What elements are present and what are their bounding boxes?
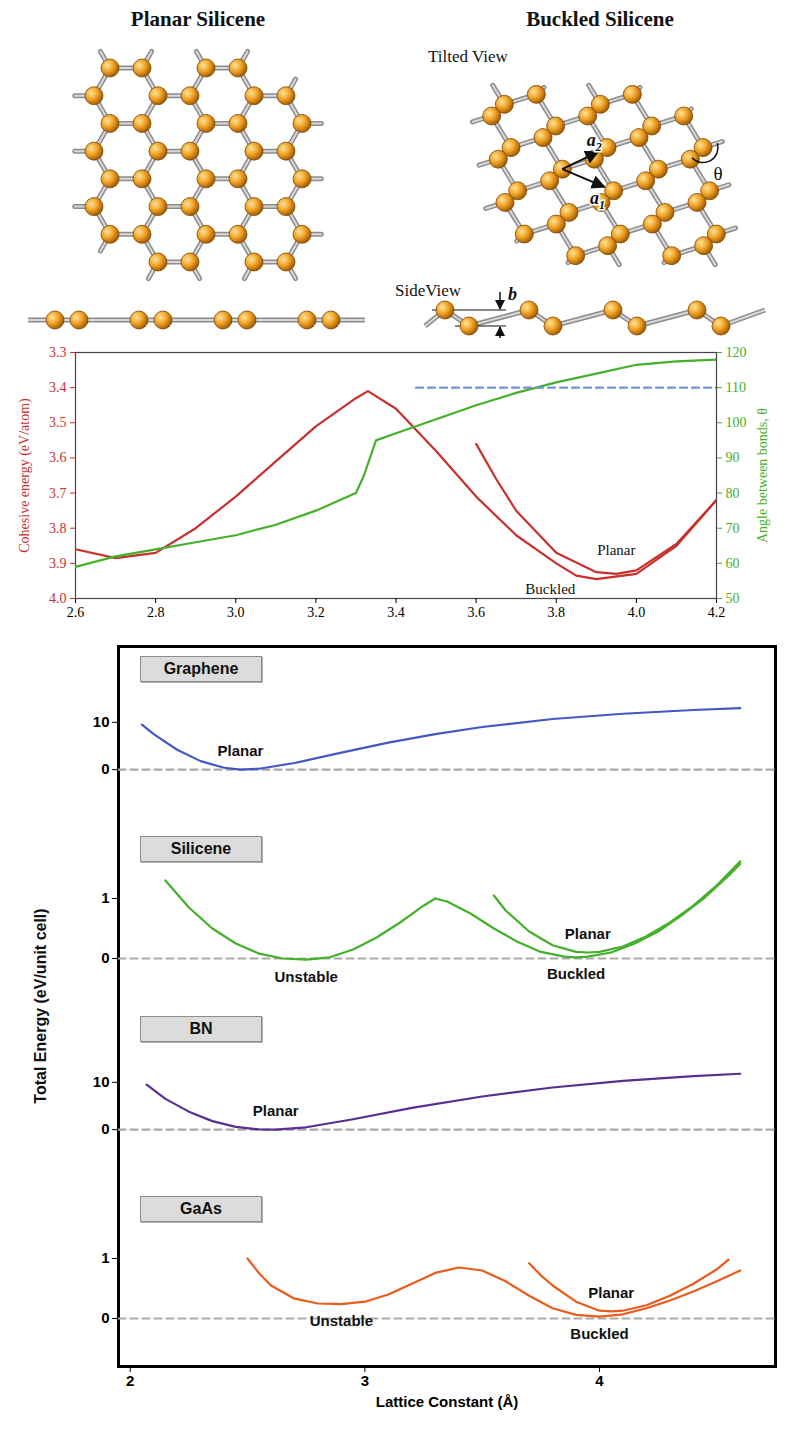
svg-text:1: 1	[101, 1249, 109, 1266]
svg-text:3.5: 3.5	[49, 415, 67, 430]
svg-text:b: b	[508, 284, 517, 304]
svg-text:Buckled: Buckled	[547, 965, 605, 982]
svg-text:Lattice Constant (Å): Lattice Constant (Å)	[376, 1393, 519, 1410]
svg-text:110: 110	[726, 380, 746, 395]
svg-text:80: 80	[726, 486, 740, 501]
svg-text:Angle between bonds, θ: Angle between bonds, θ	[755, 408, 770, 543]
svg-text:10: 10	[93, 713, 110, 730]
svg-text:0: 0	[101, 760, 109, 777]
svg-text:Unstable: Unstable	[310, 1312, 373, 1329]
svg-text:2: 2	[126, 1372, 134, 1389]
svg-text:Buckled Silicene: Buckled Silicene	[526, 7, 674, 31]
svg-text:Planar: Planar	[597, 542, 635, 558]
svg-text:Cohesive energy (eV/atom): Cohesive energy (eV/atom)	[17, 398, 33, 553]
svg-text:Buckled: Buckled	[570, 1325, 628, 1342]
svg-text:90: 90	[726, 450, 740, 465]
svg-text:120: 120	[726, 345, 747, 360]
svg-text:3.8: 3.8	[548, 605, 566, 620]
svg-text:Planar: Planar	[565, 925, 611, 942]
svg-text:3.4: 3.4	[387, 605, 405, 620]
svg-text:Planar: Planar	[588, 1284, 634, 1301]
svg-text:Tilted View: Tilted View	[428, 47, 508, 66]
svg-text:10: 10	[93, 1073, 110, 1090]
svg-text:θ: θ	[713, 163, 722, 184]
html-text:GaAs: GaAs	[180, 1200, 222, 1217]
svg-text:3.7: 3.7	[49, 486, 67, 501]
svg-text:0: 0	[101, 949, 109, 966]
svg-text:100: 100	[726, 415, 747, 430]
svg-text:60: 60	[726, 556, 740, 571]
svg-text:Planar Silicene: Planar Silicene	[131, 7, 265, 31]
svg-text:50: 50	[726, 591, 740, 606]
svg-text:3.0: 3.0	[227, 605, 245, 620]
svg-text:3: 3	[361, 1372, 369, 1389]
svg-text:3.3: 3.3	[49, 345, 67, 360]
svg-text:4: 4	[595, 1372, 604, 1389]
svg-text:3.2: 3.2	[307, 605, 325, 620]
svg-text:Unstable: Unstable	[275, 968, 338, 985]
svg-text:70: 70	[726, 521, 740, 536]
svg-text:Total Energy (eV/unit cell): Total Energy (eV/unit cell)	[32, 908, 49, 1103]
svg-text:1: 1	[101, 889, 109, 906]
svg-text:4.2: 4.2	[708, 605, 726, 620]
html-text:Silicene: Silicene	[170, 840, 232, 857]
svg-text:3.6: 3.6	[49, 450, 67, 465]
svg-text:4.0: 4.0	[628, 605, 646, 620]
svg-text:0: 0	[101, 1120, 109, 1137]
svg-text:a1: a1	[590, 188, 605, 212]
svg-text:4.0: 4.0	[49, 591, 67, 606]
svg-text:3.6: 3.6	[467, 605, 485, 620]
svg-text:Planar: Planar	[253, 1102, 299, 1119]
svg-text:Buckled: Buckled	[525, 581, 575, 597]
svg-text:2.8: 2.8	[147, 605, 165, 620]
html-text:Graphene: Graphene	[163, 660, 239, 677]
svg-text:3.8: 3.8	[49, 521, 67, 536]
html-text:BN: BN	[189, 1020, 213, 1037]
svg-text:a2: a2	[587, 130, 602, 154]
svg-text:3.4: 3.4	[49, 380, 67, 395]
svg-text:3.9: 3.9	[49, 556, 67, 571]
svg-text:2.6: 2.6	[67, 605, 85, 620]
svg-text:0: 0	[101, 1309, 109, 1326]
svg-text:SideView: SideView	[395, 281, 462, 300]
svg-text:Planar: Planar	[218, 742, 264, 759]
